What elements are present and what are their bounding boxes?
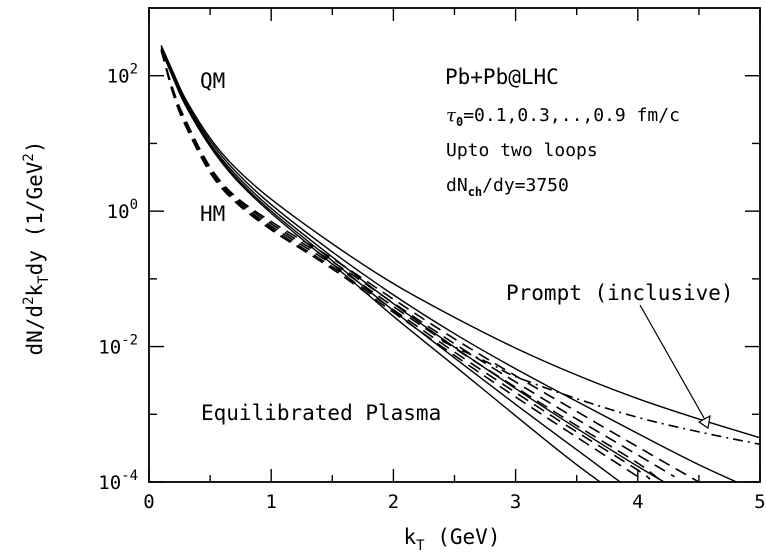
y-axis-label: dN/d2kTdy (1/GeV2) xyxy=(21,141,52,356)
series-solid-1 xyxy=(160,46,739,482)
x-axis-label: kT (GeV) xyxy=(404,525,501,554)
annotation-prompt: Prompt (inclusive) xyxy=(506,281,734,305)
annotation-system: Pb+Pb@LHC xyxy=(445,65,559,89)
annotation-multiplicity: dNch/dy=3750 xyxy=(446,175,569,199)
x-tick-label: 1 xyxy=(265,491,276,513)
y-tick-labels: 102 100 10-2 10-4 xyxy=(98,62,138,494)
y-tick-label: 102 xyxy=(107,62,138,88)
annotation-hm: HM xyxy=(200,202,225,226)
x-tick-labels: 0 1 2 3 4 5 xyxy=(143,491,765,513)
series-dashed-5 xyxy=(160,49,700,482)
x-tick-label: 0 xyxy=(143,491,154,513)
x-tick-label: 2 xyxy=(388,491,399,513)
x-tick-label: 5 xyxy=(754,491,765,513)
annotation-qm: QM xyxy=(200,69,225,93)
series-solid-0 xyxy=(160,45,760,439)
curves xyxy=(160,45,760,482)
annotation-tau: τ0=0.1,0.3,..,0.9 fm/c xyxy=(446,105,680,129)
x-tick-label: 3 xyxy=(510,491,521,513)
y-tick-label: 100 xyxy=(107,197,138,223)
annotation-loops: Upto two loops xyxy=(446,140,598,161)
series-dashdot-10 xyxy=(441,340,760,446)
y-tick-label: 10-4 xyxy=(98,468,138,494)
x-tick-label: 4 xyxy=(632,491,643,513)
series-dashed-9 xyxy=(160,49,639,478)
prompt-arrow-head xyxy=(697,414,711,430)
y-tick-label: 10-2 xyxy=(98,333,138,359)
prompt-arrow-line xyxy=(639,304,709,426)
annotation-plasma: Equilibrated Plasma xyxy=(201,401,441,425)
axis-ticks xyxy=(148,7,761,483)
series-dashed-6 xyxy=(160,49,675,478)
